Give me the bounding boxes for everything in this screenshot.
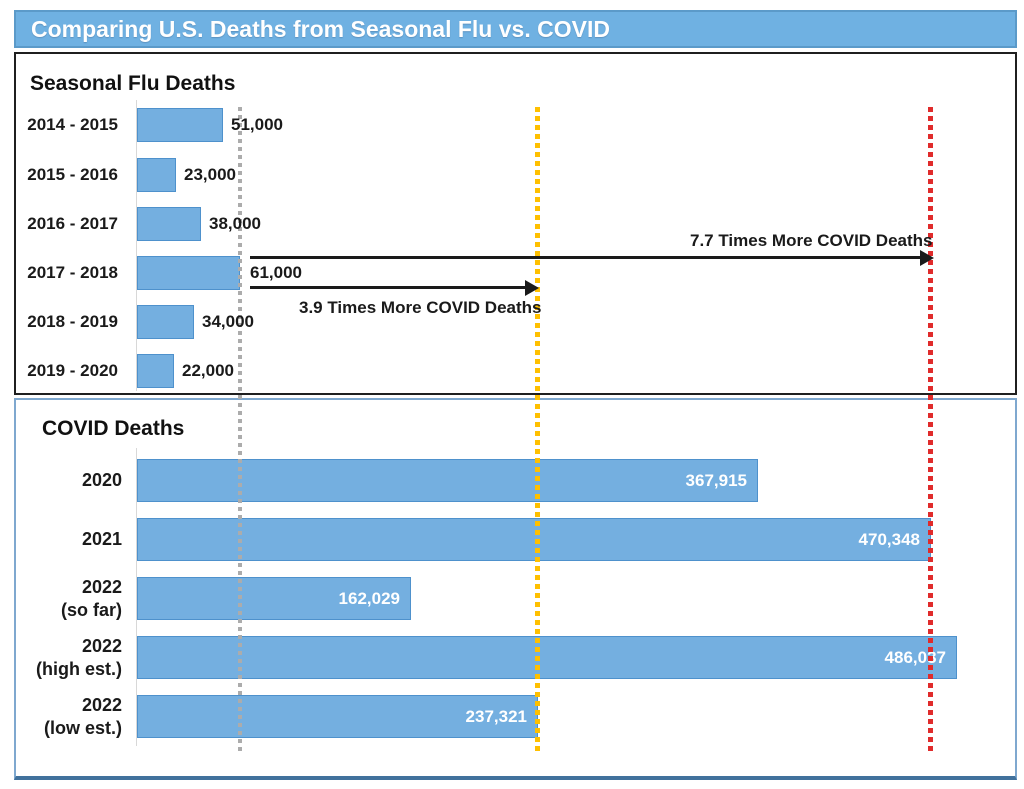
covid-axis-line: [136, 448, 137, 746]
bar-value-label: 22,000: [182, 361, 234, 380]
bar-value-label: 61,000: [250, 263, 302, 282]
category-label: 2022 (so far): [8, 572, 122, 625]
category-label-line: (so far): [60, 599, 122, 620]
category-label: 2015 - 2016: [8, 153, 118, 197]
category-label-line: 2022: [81, 577, 122, 597]
bar: 367,915: [137, 459, 758, 502]
category-label: 2022 (high est.): [8, 631, 122, 684]
category-label: 2021: [8, 513, 122, 566]
bar: [137, 108, 223, 142]
category-label: 2019 - 2020: [8, 349, 118, 393]
category-label-line: (low est.): [43, 717, 122, 738]
bar-value-label: 486,037: [884, 647, 946, 667]
bar: [137, 256, 240, 290]
bar-value-label: 34,000: [202, 312, 254, 331]
comparison-7-7-arrow-line: [250, 256, 921, 259]
category-label-line: (high est.): [36, 658, 122, 679]
bar: 237,321: [137, 695, 538, 738]
bar: [137, 207, 201, 241]
comparison-7-7-arrow-head: [920, 250, 934, 266]
comparison-3-9-label: 3.9 Times More COVID Deaths: [299, 298, 542, 317]
category-label-line: 2020: [81, 470, 122, 491]
covid-7-7x-level-dotted-line: [928, 107, 933, 752]
category-label: 2017 - 2018: [8, 251, 118, 295]
category-label-line: 2014 - 2015: [27, 115, 118, 135]
bar: 470,348: [137, 518, 931, 561]
page-title: Comparing U.S. Deaths from Seasonal Flu …: [31, 15, 610, 42]
comparison-3-9-arrow-line: [250, 286, 526, 289]
category-label-line: 2018 - 2019: [27, 312, 118, 332]
flu-axis-line: [136, 100, 137, 391]
bar-value-label: 38,000: [209, 214, 261, 233]
category-label-line: 2021: [81, 529, 122, 550]
category-label-line: 2022: [81, 695, 122, 715]
bar: [137, 305, 194, 339]
category-label-line: 2019 - 2020: [27, 361, 118, 381]
flu-chart-title: Seasonal Flu Deaths: [30, 72, 236, 95]
bar: 486,037: [137, 636, 957, 679]
comparison-7-7-label: 7.7 Times More COVID Deaths: [690, 231, 933, 250]
category-label: 2022 (low est.): [8, 690, 122, 743]
flu-2017-2018-level-dotted-line: [238, 107, 242, 752]
category-label-line: 2022: [81, 636, 122, 656]
bar-value-label: 23,000: [184, 165, 236, 184]
bar: 162,029: [137, 577, 411, 620]
header-bar: Comparing U.S. Deaths from Seasonal Flu …: [14, 10, 1017, 48]
category-label-line: 2015 - 2016: [27, 165, 118, 185]
bar-value-label: 470,348: [858, 529, 920, 549]
category-label: 2018 - 2019: [8, 300, 118, 344]
covid-3-9x-level-dotted-line: [535, 107, 540, 752]
bar: [137, 354, 174, 388]
category-label: 2016 - 2017: [8, 202, 118, 246]
comparison-3-9-arrow-head: [525, 280, 539, 296]
bar-value-label: 51,000: [231, 115, 283, 134]
covid-chart-title: COVID Deaths: [42, 417, 185, 440]
bar-value-label: 162,029: [338, 588, 400, 608]
category-label: 2014 - 2015: [8, 103, 118, 147]
category-label: 2020: [8, 454, 122, 507]
category-label-line: 2016 - 2017: [27, 214, 118, 234]
bar: [137, 158, 176, 192]
category-label-line: 2017 - 2018: [27, 263, 118, 283]
bar-value-label: 237,321: [465, 706, 527, 726]
bar-value-label: 367,915: [685, 470, 747, 490]
